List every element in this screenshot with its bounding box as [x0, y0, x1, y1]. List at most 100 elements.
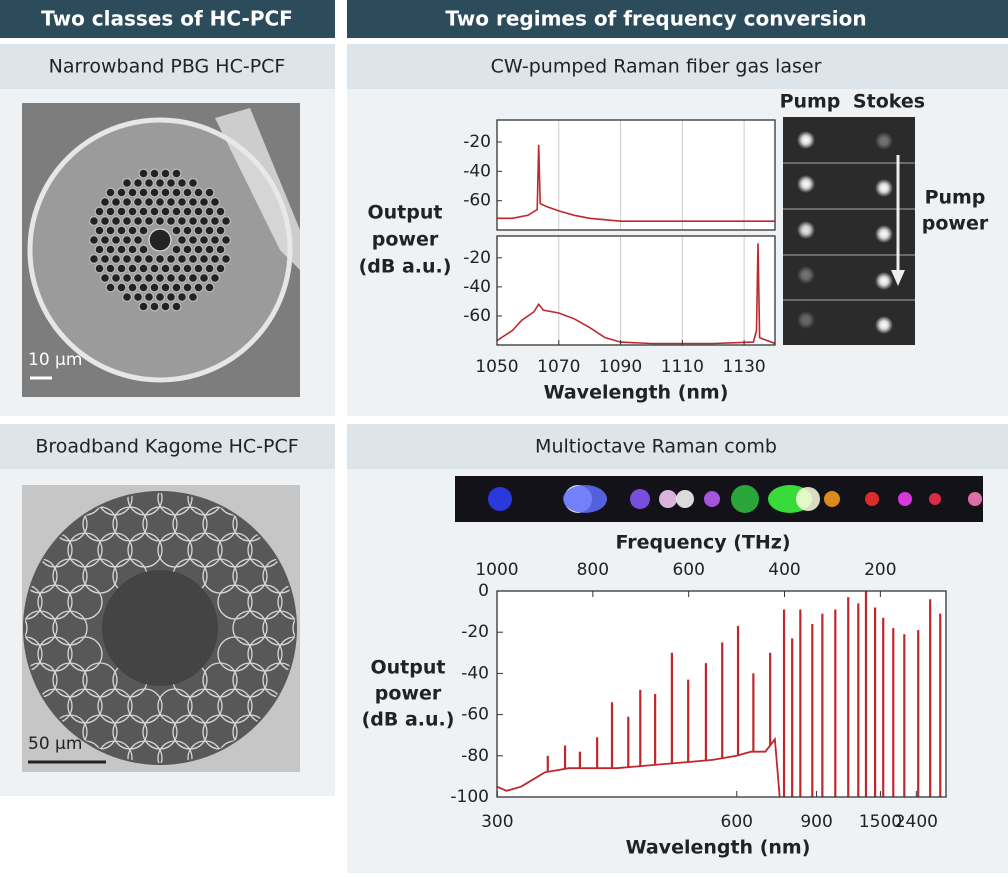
- panel-title: CW-pumped Raman fiber gas laser: [491, 56, 822, 78]
- hole: [138, 244, 149, 255]
- plot-frame: [496, 119, 776, 231]
- spectrum-line: [497, 144, 775, 222]
- spectral-spot: [968, 492, 982, 506]
- kagome-cell: [98, 845, 132, 873]
- hole: [133, 235, 144, 246]
- x-tick-label: 1110: [661, 357, 704, 377]
- x2-tick-label: 300: [481, 812, 513, 832]
- comb-photo: [455, 476, 983, 522]
- y-tick-label: -80: [461, 746, 489, 766]
- kagome-cell: [263, 819, 297, 853]
- hole: [221, 235, 232, 246]
- scale-label: 10 μm: [28, 350, 82, 370]
- kagome-cell: [38, 793, 72, 827]
- spot: [875, 316, 893, 334]
- hole: [193, 206, 204, 217]
- hole: [99, 235, 110, 246]
- x-tick-label: 1090: [599, 357, 642, 377]
- hole: [166, 292, 177, 303]
- spectral-spot: [630, 489, 650, 509]
- spectral-spot: [824, 491, 840, 507]
- hole: [188, 254, 199, 265]
- kagome-cell: [308, 845, 342, 873]
- y-tick-label: -40: [461, 663, 489, 683]
- hole: [182, 225, 193, 236]
- y-axis-label: power: [372, 229, 439, 251]
- kagome-cell: [143, 819, 177, 853]
- hole: [94, 263, 105, 274]
- hole: [133, 216, 144, 227]
- hole: [210, 235, 221, 246]
- hole: [144, 178, 155, 189]
- hole: [193, 187, 204, 198]
- hole: [149, 187, 160, 198]
- hole: [88, 254, 99, 265]
- hole: [133, 254, 144, 265]
- hole: [210, 216, 221, 227]
- hole: [182, 263, 193, 274]
- hole: [149, 282, 160, 293]
- hole: [155, 292, 166, 303]
- hole: [199, 273, 210, 284]
- subheader-bar: [347, 44, 1008, 89]
- spectral-spot: [563, 485, 607, 513]
- hole: [204, 206, 215, 217]
- hole: [127, 187, 138, 198]
- hole: [105, 244, 116, 255]
- hole: [182, 187, 193, 198]
- kagome-cell: [233, 819, 267, 853]
- y-tick-label: -100: [450, 787, 489, 807]
- hole: [204, 225, 215, 236]
- kagome-cell: [25, 636, 43, 672]
- kagome-cell: [278, 793, 312, 827]
- hole: [188, 178, 199, 189]
- x-tick-label: 600: [672, 560, 704, 580]
- hole: [138, 187, 149, 198]
- hole: [138, 282, 149, 293]
- x2-axis-label: Wavelength (nm): [626, 837, 811, 859]
- x2-tick-label: 900: [800, 812, 832, 832]
- kagome-cell: [218, 845, 252, 873]
- hole: [166, 197, 177, 208]
- hole: [188, 197, 199, 208]
- hole: [116, 282, 127, 293]
- spectral-spot: [731, 485, 759, 513]
- hole: [204, 187, 215, 198]
- hole: [99, 197, 110, 208]
- hole: [138, 263, 149, 274]
- hole: [88, 216, 99, 227]
- hole: [215, 225, 226, 236]
- kagome-cell: [173, 819, 207, 853]
- kagome-cell: [293, 819, 327, 853]
- hole: [177, 292, 188, 303]
- hole: [105, 282, 116, 293]
- hole: [133, 292, 144, 303]
- hole: [127, 282, 138, 293]
- kagome-cell: [203, 819, 237, 853]
- hole: [94, 244, 105, 255]
- hole: [166, 216, 177, 227]
- subheader-bar: [347, 424, 1008, 469]
- hole: [210, 197, 221, 208]
- hole: [199, 235, 210, 246]
- camera-label: Pump: [780, 91, 841, 113]
- hole: [110, 197, 121, 208]
- plot-frame: [496, 590, 947, 798]
- core: [148, 228, 172, 252]
- hole: [160, 206, 171, 217]
- hole: [193, 225, 204, 236]
- fiber-image: 50 μm: [0, 485, 342, 873]
- spectral-spot: [865, 492, 879, 506]
- y-tick-label: -40: [463, 161, 491, 181]
- kagome-cell: [158, 845, 192, 873]
- spectral-spot: [488, 487, 512, 511]
- hole: [138, 168, 149, 179]
- hole: [177, 216, 188, 227]
- y-tick-label: 0: [478, 581, 489, 601]
- scale-label: 50 μm: [28, 734, 82, 754]
- camera-image: Pump Stokes Pump power: [780, 91, 989, 345]
- kagome-cell: [0, 819, 27, 853]
- hole: [171, 301, 182, 312]
- kagome-cell: [23, 819, 57, 853]
- spectral-spot: [704, 491, 720, 507]
